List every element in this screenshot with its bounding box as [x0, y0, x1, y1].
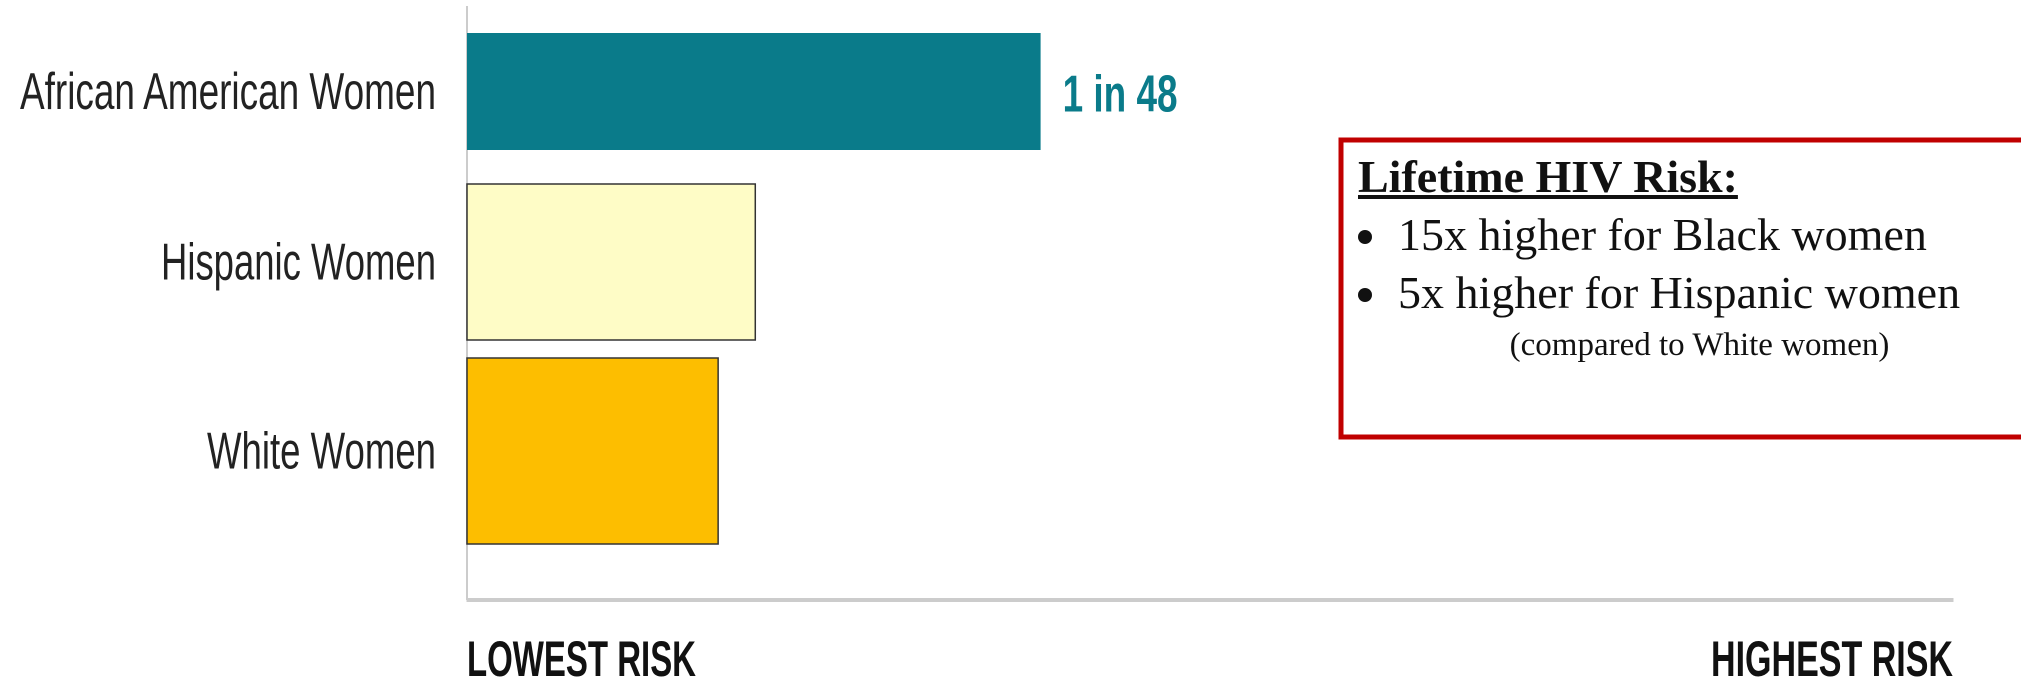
x-tick-label: HIGHEST RISK: [1711, 631, 1953, 684]
box-list: 15x higher for Black women 5x higher for…: [1358, 206, 2021, 322]
category-label: Hispanic Women: [161, 234, 436, 292]
box-note: (compared to White women): [1509, 327, 1890, 363]
bar-annotation: 1 in 48: [1063, 66, 1178, 124]
bar: [466, 357, 719, 545]
bar: [467, 33, 1041, 150]
x-tick-label: LOWEST RISK: [467, 631, 696, 684]
category-label: African American Women: [20, 63, 436, 121]
box-item: 15x higher for Black women: [1392, 206, 2021, 264]
text-box: Lifetime HIV Risk: 15x higher for Black …: [1358, 148, 2021, 433]
category-label: White Women: [207, 423, 436, 481]
box-item: 5x higher for Hispanic women: [1392, 264, 2021, 322]
text-box-border: [1338, 137, 2021, 440]
bar: [466, 183, 757, 341]
text-box-content: Lifetime HIV Risk: 15x higher for Black …: [1358, 148, 2021, 368]
box-title: Lifetime HIV Risk:: [1358, 151, 1738, 202]
